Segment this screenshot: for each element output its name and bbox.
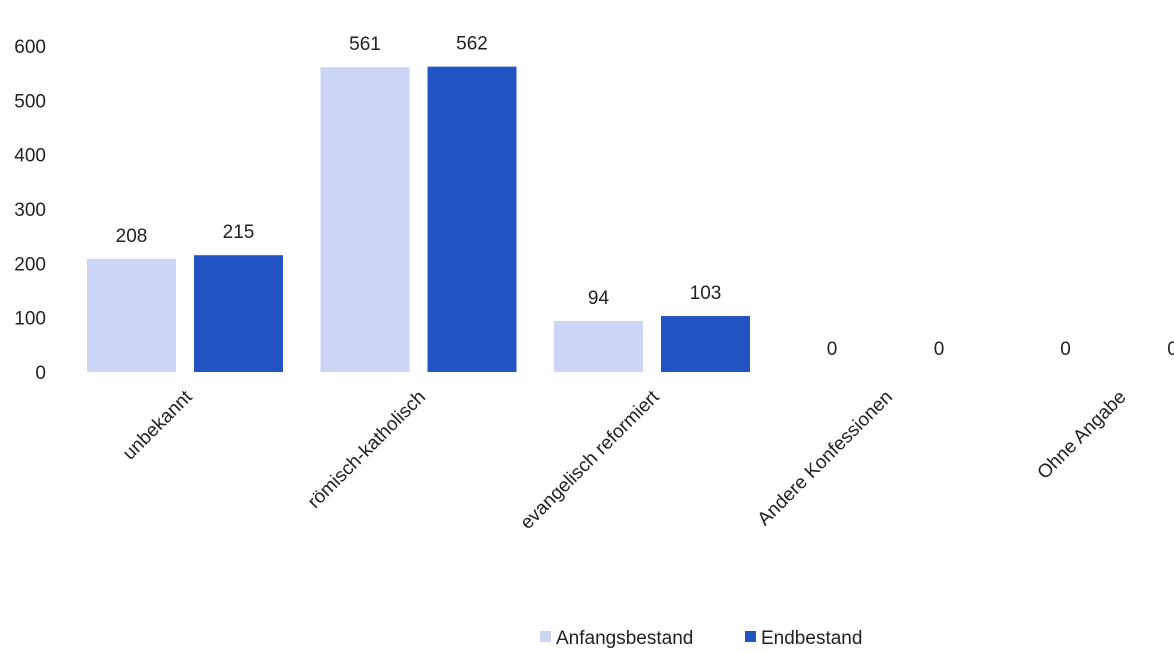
y-tick-label: 400	[14, 146, 46, 167]
x-axis: unbekannt römisch-katholisch evangelisch r…	[119, 386, 1131, 534]
y-tick-label: 0	[35, 363, 46, 384]
legend-swatch-anfangsbestand	[540, 631, 551, 642]
bar-endbestand-1	[427, 66, 517, 372]
y-tick-label: 600	[14, 37, 46, 58]
legend: Anfangsbestand Endbestand	[540, 628, 862, 649]
data-label: 0	[1167, 339, 1174, 360]
x-category-label: evangelisch reformiert	[517, 386, 665, 534]
bar-anfangsbestand-0	[87, 258, 176, 372]
data-label: 561	[349, 34, 381, 55]
x-category-label: Ohne Angabe	[1034, 387, 1131, 484]
y-tick-label: 200	[14, 254, 46, 275]
y-tick-label: 100	[14, 309, 46, 330]
bar-anfangsbestand-2	[554, 320, 643, 372]
bar-endbestand-0	[194, 255, 283, 372]
data-label: 0	[1060, 339, 1071, 360]
data-label: 0	[934, 339, 945, 360]
legend-label: Anfangsbestand	[556, 628, 693, 649]
data-label: 208	[116, 226, 148, 247]
y-tick-label: 300	[14, 200, 46, 221]
y-tick-label: 500	[14, 91, 46, 112]
legend-label: Endbestand	[761, 628, 862, 649]
bar-endbestand-2	[661, 316, 750, 372]
bars	[87, 66, 750, 372]
x-category-label: unbekannt	[119, 386, 197, 464]
data-label: 103	[690, 283, 722, 304]
legend-swatch-endbestand	[745, 631, 756, 642]
y-axis: 0 100 200 300 400 500 600	[14, 37, 46, 384]
data-labels: 208 215 561 562 94 103 0 0 0 0	[116, 34, 1174, 360]
x-category-label: Andere Konfessionen	[754, 387, 897, 530]
data-label: 94	[588, 288, 610, 309]
data-label: 0	[827, 339, 838, 360]
data-label: 562	[456, 34, 488, 55]
data-label: 215	[223, 222, 255, 243]
bar-anfangsbestand-1	[320, 67, 410, 372]
x-category-label: römisch-katholisch	[304, 387, 430, 513]
